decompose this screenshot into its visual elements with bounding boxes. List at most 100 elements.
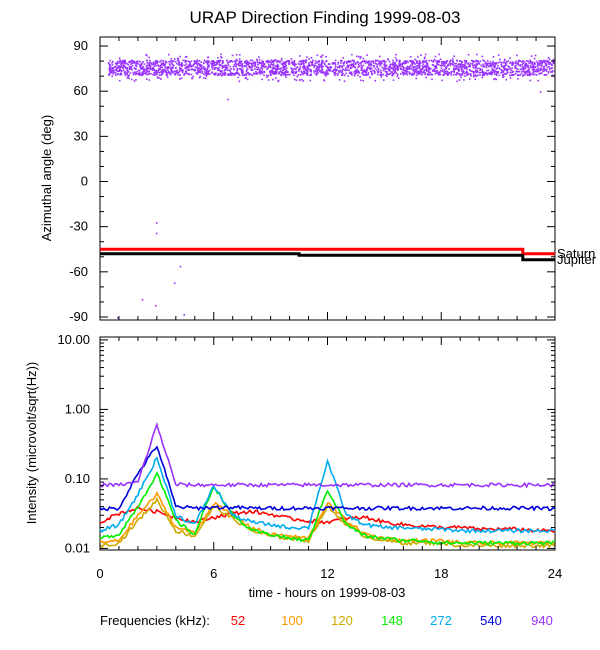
azimuth-point [544, 62, 547, 65]
azimuth-point [180, 67, 182, 70]
azimuth-point [158, 77, 161, 79]
azimuth-point [298, 69, 300, 71]
azimuth-point [405, 73, 407, 75]
azimuth-point [472, 71, 475, 74]
azimuth-point [490, 71, 492, 73]
azimuth-point [197, 68, 200, 71]
azimuth-point [181, 69, 183, 72]
azimuth-point [365, 74, 368, 77]
azimuth-point [481, 68, 483, 71]
azimuth-point [479, 71, 481, 74]
azimuth-point [263, 74, 265, 77]
azimuth-point [308, 63, 310, 66]
azimuth-point [272, 66, 275, 69]
azimuth-point [308, 62, 310, 64]
azimuth-point [181, 65, 183, 68]
azimuth-point [538, 60, 541, 62]
azimuth-point [443, 72, 446, 74]
azimuth-point [353, 61, 355, 63]
azimuth-point [475, 62, 478, 65]
azimuth-point [543, 68, 546, 70]
azimuth-point [434, 55, 437, 58]
azimuth-point [305, 59, 307, 61]
azimuth-point [207, 56, 209, 59]
azimuth-point [507, 68, 509, 71]
azimuth-point [341, 68, 344, 71]
azimuth-point [181, 70, 184, 73]
azimuth-point [116, 67, 118, 70]
azimuth-point [478, 62, 481, 65]
azimuth-point [442, 69, 444, 71]
azimuth-point [313, 66, 315, 68]
azimuth-point [224, 64, 226, 67]
azimuth-point [175, 67, 177, 69]
azimuth-point [208, 69, 211, 72]
azimuth-point [411, 74, 413, 76]
intensity-series-940 [99, 421, 555, 489]
azimuth-point [169, 68, 172, 70]
azimuth-point [392, 74, 395, 76]
azimuth-point [439, 64, 442, 67]
azimuth-y-tick-label: -30 [69, 219, 88, 234]
x-axis-label: time - hours on 1999-08-03 [249, 585, 406, 600]
azimuth-point [120, 66, 122, 68]
azimuth-point [425, 59, 428, 62]
azimuth-point [529, 61, 532, 64]
azimuth-point [281, 66, 284, 69]
azimuth-point [238, 62, 241, 64]
azimuth-point [204, 60, 207, 63]
azimuth-point [385, 67, 388, 70]
azimuth-point [127, 70, 130, 73]
azimuth-point [320, 71, 323, 74]
azimuth-point [112, 67, 114, 69]
azimuth-point [313, 70, 315, 72]
azimuth-point [245, 64, 248, 66]
azimuth-point [153, 72, 156, 74]
azimuth-point [298, 70, 300, 72]
azimuth-point [463, 67, 466, 69]
azimuth-point [418, 60, 421, 62]
azimuth-point [238, 64, 240, 67]
azimuth-point [420, 71, 423, 73]
azimuth-point [108, 70, 111, 73]
azimuth-point [168, 60, 170, 63]
azimuth-point [308, 58, 310, 60]
azimuth-point [167, 53, 170, 56]
azimuth-point [194, 68, 197, 71]
azimuth-point [449, 62, 451, 64]
azimuth-point [145, 71, 147, 74]
azimuth-point [231, 54, 234, 57]
azimuth-point [152, 66, 154, 69]
azimuth-point [122, 64, 125, 67]
azimuth-point [548, 61, 551, 64]
azimuth-point [123, 72, 126, 74]
azimuth-point [426, 72, 429, 75]
azimuth-point [208, 60, 210, 63]
azimuth-point [302, 59, 305, 62]
azimuth-point [273, 71, 275, 73]
azimuth-point [454, 68, 457, 71]
azimuth-point [178, 70, 181, 73]
azimuth-point [489, 73, 492, 76]
azimuth-point [536, 68, 539, 71]
azimuth-point [253, 64, 255, 67]
azimuth-point [246, 78, 249, 81]
azimuth-point [500, 69, 503, 72]
azimuth-point [152, 63, 155, 65]
azimuth-point [243, 74, 246, 77]
azimuth-point [179, 69, 182, 72]
azimuth-point [144, 72, 146, 75]
azimuth-point [364, 62, 367, 64]
azimuth-point [368, 63, 370, 66]
azimuth-point [236, 72, 238, 74]
azimuth-point [246, 68, 249, 70]
azimuth-point [194, 62, 196, 65]
azimuth-point [494, 77, 496, 80]
azimuth-plot-frame [99, 36, 556, 321]
azimuth-point [178, 74, 181, 77]
azimuth-point [165, 60, 167, 63]
azimuth-point [383, 64, 386, 67]
azimuth-point [196, 69, 199, 72]
azimuth-point [485, 62, 487, 64]
azimuth-point [530, 66, 532, 68]
